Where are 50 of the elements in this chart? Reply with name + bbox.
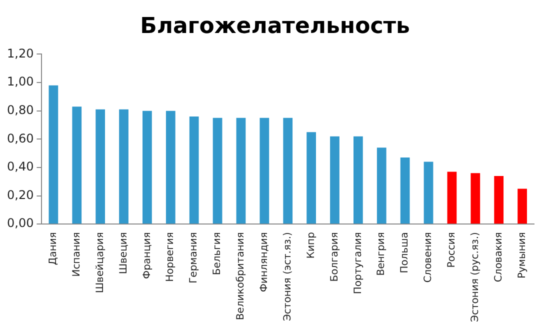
bar <box>236 118 246 224</box>
x-tick-label: Швейцария <box>94 232 106 294</box>
x-tick-label: Болгария <box>329 232 340 282</box>
bar <box>96 109 106 224</box>
x-tick-label: Словения <box>423 232 434 283</box>
y-tick-label: 0,80 <box>7 102 34 117</box>
bar <box>518 188 527 224</box>
bar <box>353 136 363 224</box>
x-tick-label: Эстония (рус.яз.) <box>470 232 481 322</box>
chart-title: Благожелательность <box>139 14 411 41</box>
x-tick-label: Норвегия <box>165 232 176 282</box>
y-tick-label: 1,20 <box>7 46 34 60</box>
bar <box>494 176 504 224</box>
bar <box>283 118 293 224</box>
bar <box>260 118 270 224</box>
x-tick-label: Дания <box>48 232 60 266</box>
bar <box>470 173 480 224</box>
x-tick-label: Польша <box>400 232 411 274</box>
y-tick-label: 1,00 <box>7 74 34 89</box>
bar <box>142 110 152 224</box>
x-tick-label: Россия <box>446 232 458 268</box>
bar <box>48 85 58 224</box>
y-tick-label: 0,20 <box>7 188 34 202</box>
x-tick-label: Финляндия <box>259 232 270 292</box>
x-tick-label: Румыния <box>516 232 528 279</box>
bar <box>424 162 434 224</box>
bar <box>119 109 128 224</box>
x-tick-label: Великобритания <box>236 232 247 320</box>
x-tick-label: Испания <box>71 232 82 277</box>
bar <box>212 118 222 224</box>
bar <box>166 110 176 224</box>
y-tick-label: 0,40 <box>7 160 34 174</box>
bar <box>306 132 316 224</box>
bar <box>330 136 340 224</box>
x-tick-label: Словакия <box>493 232 504 282</box>
x-tick-label: Швеция <box>118 232 130 274</box>
x-tick-label: Германия <box>188 232 200 284</box>
x-tick-label: Португалия <box>352 232 364 294</box>
x-tick-label: Эстония (эст.яз.) <box>282 232 294 322</box>
bar <box>376 148 386 224</box>
y-tick-label: 0,60 <box>7 131 34 146</box>
y-tick-label: 0,00 <box>7 216 34 230</box>
bar <box>72 106 82 224</box>
x-tick-label: Франция <box>142 232 153 280</box>
bar <box>447 172 457 224</box>
bar <box>189 116 199 224</box>
bar <box>400 158 410 224</box>
x-tick-label: Бельгия <box>212 232 224 276</box>
x-tick-label: Кипр <box>306 232 317 259</box>
x-tick-label: Венгрия <box>376 232 388 276</box>
